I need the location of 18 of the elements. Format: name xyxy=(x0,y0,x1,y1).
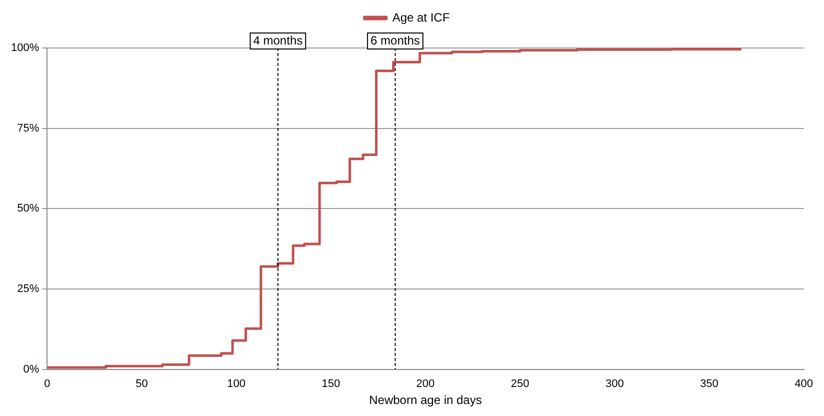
y-tick-label: 75% xyxy=(17,122,40,134)
x-tick-label: 50 xyxy=(136,378,148,390)
legend-label: Age at ICF xyxy=(392,10,450,24)
ref-line-label: 6 months xyxy=(370,33,420,48)
x-tick-label: 150 xyxy=(322,378,340,390)
y-tick-label: 25% xyxy=(17,283,40,296)
x-tick-label: 300 xyxy=(605,378,624,390)
y-tick-label: 100% xyxy=(10,42,40,54)
x-tick-label: 250 xyxy=(510,378,530,390)
x-tick-label: 200 xyxy=(416,378,435,390)
x-axis-title: Newborn age in days xyxy=(369,393,482,408)
x-tick-label: 350 xyxy=(700,378,718,390)
x-tick-label: 100 xyxy=(227,378,246,390)
x-tick-label: 0 xyxy=(44,378,50,390)
ref-line-label: 4 months xyxy=(253,33,303,48)
x-tick-label: 400 xyxy=(794,378,814,390)
y-tick-label: 50% xyxy=(17,202,40,215)
y-tick-label: 0% xyxy=(23,363,40,376)
